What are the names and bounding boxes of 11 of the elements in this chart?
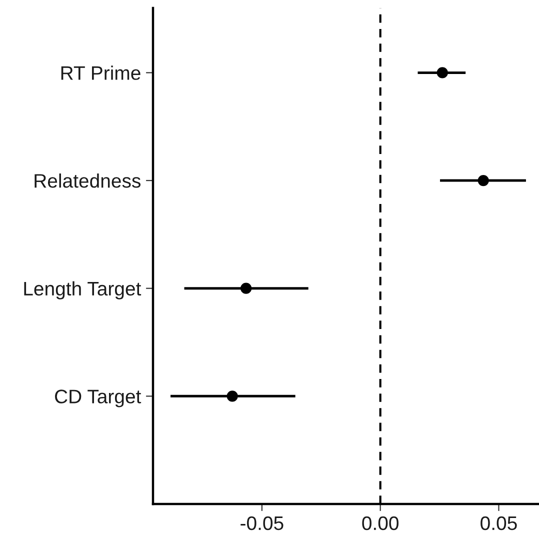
point <box>478 174 489 186</box>
point <box>436 67 448 78</box>
x-tick-label: 0.00 <box>362 516 398 530</box>
x-tick-label: -0.05 <box>240 516 284 530</box>
y-tick-label: CD Target <box>55 390 142 408</box>
x-tick-label: 0.05 <box>480 516 517 530</box>
y-tick-label: RT Prime <box>61 66 140 80</box>
point <box>240 282 252 294</box>
y-tick-label: Relatedness <box>34 173 140 188</box>
point <box>226 390 238 402</box>
y-tick-label: Length Target <box>24 281 142 300</box>
